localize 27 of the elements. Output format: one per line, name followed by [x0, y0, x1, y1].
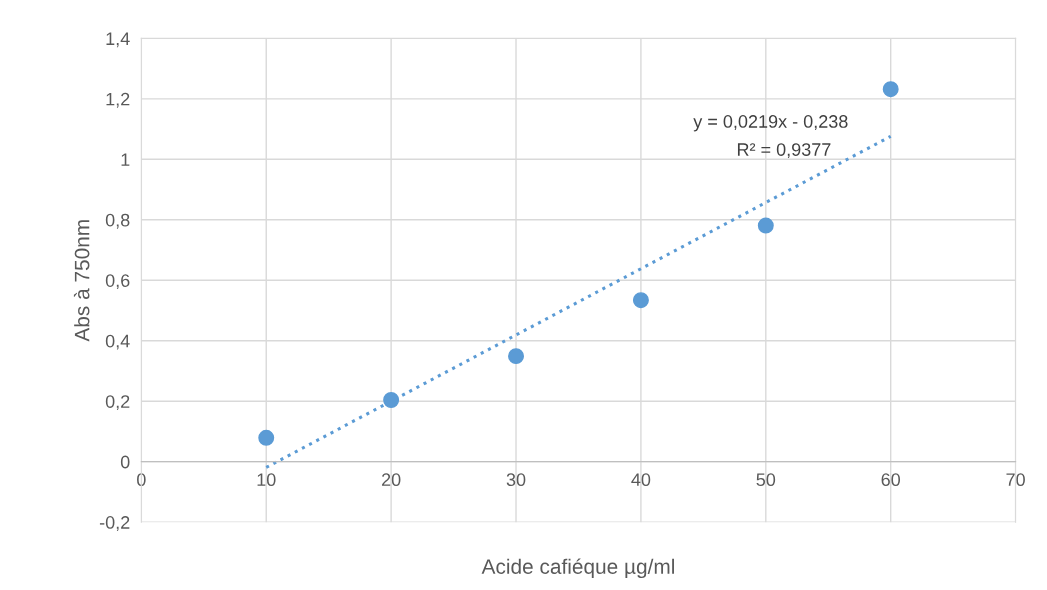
x-tick-label: 40 [631, 473, 651, 487]
x-tick-label: 60 [881, 473, 901, 487]
y-axis-title: Abs à 750nm [73, 220, 90, 342]
point [632, 292, 649, 309]
x-tick-label: 20 [382, 473, 401, 487]
y-tick-label: 1 [121, 153, 130, 166]
y-tick-label: -0,2 [99, 516, 130, 531]
x-tick-label: 30 [506, 473, 526, 487]
y-tick-label: 0,2 [105, 395, 130, 411]
y-tick-label: 0,8 [105, 213, 130, 229]
y-tick-label: 0,4 [105, 334, 130, 350]
point [757, 217, 774, 234]
x-tick-label: 70 [1006, 473, 1025, 487]
point [508, 348, 524, 365]
x-tick-label: 0 [137, 473, 146, 487]
x-tick-label: 50 [756, 473, 776, 487]
x-axis-title: Acide cafiéque µg/ml [481, 558, 674, 579]
point [882, 81, 899, 98]
y-tick-label: 1,2 [106, 92, 130, 108]
y-tick-label: 0,6 [105, 274, 130, 290]
point [383, 392, 400, 408]
annotation: y = 0,0219x - 0,238 [693, 115, 848, 132]
y-tick-label: 1,4 [106, 32, 130, 48]
y-tick-label: 0 [120, 455, 130, 469]
point [258, 429, 275, 446]
annotation: R² = 0,9377 [737, 143, 831, 159]
x-tick-label: 10 [257, 473, 276, 487]
